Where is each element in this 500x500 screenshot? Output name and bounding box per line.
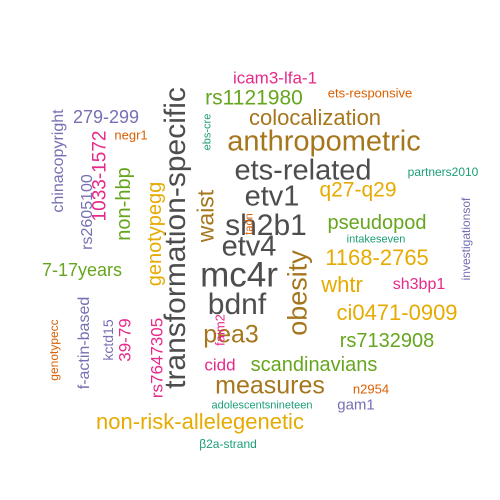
word-etv4: etv4 (221, 230, 277, 263)
word-non-risk-allelegenetic: non-risk-allelegenetic (96, 409, 304, 434)
word-waist: waist (192, 189, 219, 243)
word-obesity: obesity (282, 250, 313, 336)
word-f-actin-based: f-actin-based (76, 296, 93, 390)
word-gam1: gam1 (337, 396, 375, 414)
word-ets-responsive: ets-responsive (327, 85, 413, 101)
word-partners2010: partners2010 (407, 165, 479, 179)
word-investigationsof: investigationsof (459, 197, 473, 281)
word-genotypecc: genotypecc (47, 319, 61, 381)
word-sh2b1: sh2b1 (225, 209, 307, 242)
word-bdnf: bdnf (207, 288, 267, 321)
word-rs7647305: rs7647305 (147, 317, 167, 399)
word-chinacopyright: chinacopyright (50, 109, 67, 213)
word-pseudopod: pseudopod (327, 212, 427, 234)
word-measures: measures (215, 371, 325, 400)
word-genotypegg: genotypegg (144, 181, 166, 287)
word-sh3bp1: sh3bp1 (392, 276, 446, 293)
word-etv1: etv1 (244, 180, 300, 213)
word-ets-related: ets-related (234, 154, 372, 187)
word-anthropometric: anthropometric (227, 125, 421, 158)
word-negr1: negr1 (114, 127, 148, 143)
word-1168-2765: 1168-2765 (325, 245, 429, 270)
word-tadn: tadn (243, 213, 256, 235)
word-ci0471-0909: ci0471-0909 (336, 300, 458, 325)
word-adolescentsnineteen: adolescentsnineteen (211, 399, 313, 412)
word-beta2a-strand: β2a-strand (199, 437, 257, 451)
word-non-hbp: non-hbp (113, 167, 135, 241)
word-icam3-lfa-1: icam3-lfa-1 (232, 68, 318, 88)
word-rs7132908: rs7132908 (339, 330, 435, 352)
word-whtr: whtr (321, 272, 363, 297)
word-intakeseven: intakeseven (346, 233, 406, 246)
word-q27-q29: q27-q29 (319, 178, 397, 202)
word-39-79: 39-79 (115, 318, 135, 362)
word-colocalization: colocalization (248, 105, 382, 130)
word-kctd15: kctd15 (100, 319, 116, 361)
word-rs1121980: rs1121980 (205, 86, 303, 110)
word-rs2605100: rs2605100 (79, 174, 96, 250)
word-scandinavians: scandinavians (250, 354, 378, 376)
word-ebs-cre: ebs-cre (201, 113, 214, 151)
word-pea3: pea3 (203, 320, 259, 349)
word-faim2: faim2 (212, 314, 228, 346)
word-mc4r: mc4r (200, 255, 278, 295)
word-cidd: cidd (204, 355, 236, 375)
word-7-17years: 7-17years (41, 260, 123, 280)
word-n2954: n2954 (352, 381, 390, 397)
word-279-299: 279-299 (72, 107, 140, 127)
